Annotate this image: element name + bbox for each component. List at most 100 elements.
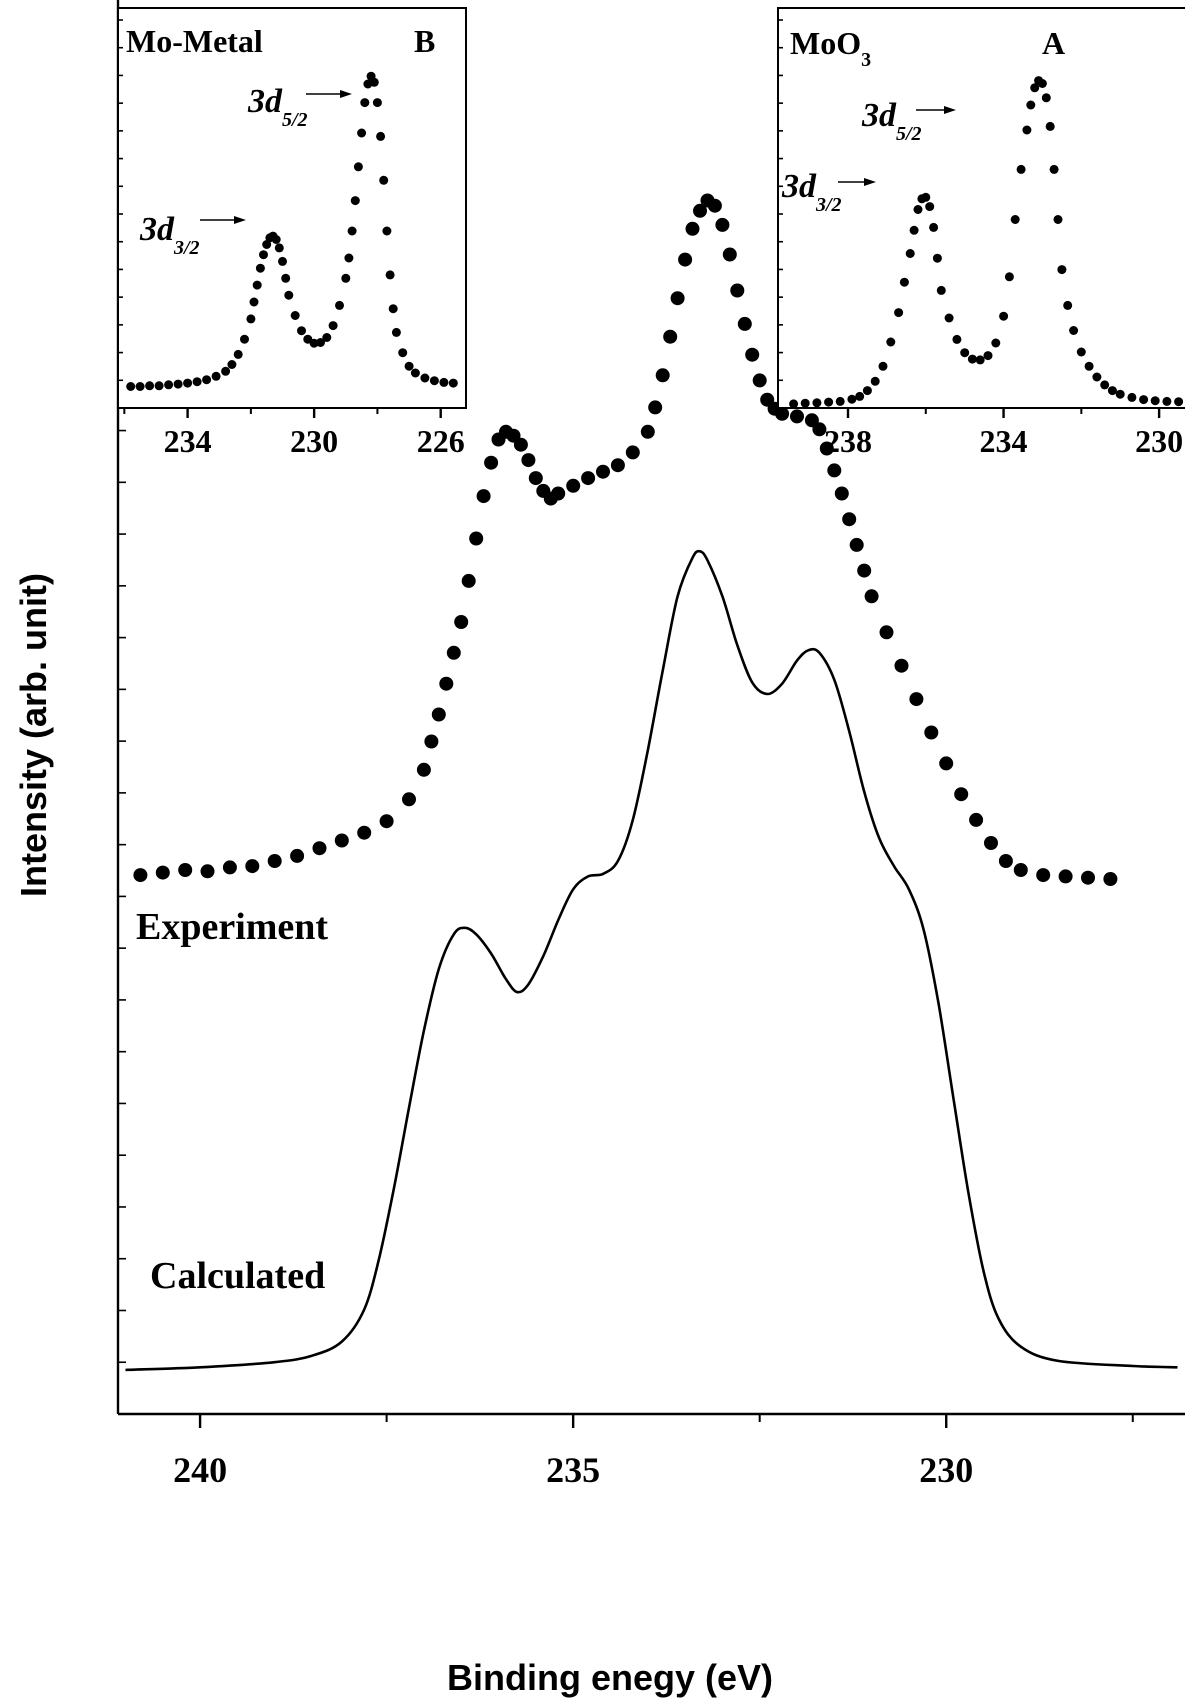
data-point — [391, 327, 401, 337]
data-point — [991, 338, 1001, 348]
data-point — [1010, 215, 1020, 224]
data-point — [827, 463, 842, 478]
annotation-subscript: 3/2 — [173, 237, 200, 259]
data-point — [528, 471, 543, 486]
data-point — [1127, 392, 1137, 402]
data-point — [954, 787, 969, 802]
data-point — [693, 203, 707, 218]
data-point — [1081, 870, 1095, 885]
data-point — [255, 263, 265, 273]
data-point — [1057, 265, 1067, 275]
x-tick-label: 240 — [173, 1450, 227, 1490]
data-point — [1013, 863, 1028, 877]
data-point — [211, 371, 221, 381]
data-point — [870, 376, 880, 386]
data-point — [429, 376, 439, 386]
data-point — [722, 247, 737, 262]
data-point — [240, 334, 249, 344]
data-point — [551, 486, 566, 501]
data-point — [178, 863, 193, 877]
data-point — [847, 394, 857, 404]
data-point — [221, 366, 231, 376]
annotation-subscript: 5/2 — [282, 109, 308, 131]
data-point — [952, 334, 962, 344]
data-point — [1069, 326, 1079, 335]
data-point — [730, 283, 745, 298]
data-point — [1084, 361, 1094, 371]
data-point — [1049, 164, 1059, 174]
data-point — [835, 396, 845, 406]
data-point — [155, 865, 170, 880]
data-point — [610, 458, 625, 473]
data-point — [925, 202, 935, 212]
data-point — [200, 864, 215, 879]
data-point — [334, 833, 349, 848]
data-point — [335, 300, 344, 310]
data-point — [737, 316, 752, 331]
data-point — [983, 351, 993, 361]
data-point — [312, 841, 327, 856]
data-point — [271, 235, 281, 244]
inset-a-title: MoO3 — [790, 25, 871, 71]
data-point — [154, 381, 164, 391]
data-point — [420, 373, 430, 383]
data-point — [461, 573, 476, 588]
data-point — [398, 348, 408, 358]
data-point — [316, 338, 325, 347]
data-point — [484, 455, 499, 470]
data-point — [878, 361, 888, 371]
inset-b-frame — [117, 7, 467, 409]
annotation-text: 3d — [139, 211, 175, 248]
data-point — [192, 377, 202, 387]
data-point — [328, 321, 338, 331]
svg-text:3d3/2: 3d3/2 — [781, 168, 842, 216]
data-point — [439, 676, 454, 691]
inset-a-series — [789, 76, 1184, 409]
data-point — [967, 354, 977, 364]
data-point — [1100, 380, 1110, 390]
data-point — [259, 250, 268, 260]
data-point — [960, 348, 970, 358]
data-point — [849, 537, 864, 552]
data-point — [678, 252, 693, 267]
data-point — [819, 441, 834, 456]
calculated-label: Calculated — [150, 1255, 325, 1297]
data-point — [357, 825, 372, 840]
data-point — [685, 221, 700, 236]
data-point — [202, 375, 212, 385]
main-plot: 240 235 230 Experiment Calculated Binding … — [13, 0, 1185, 1698]
x-tick-label: 234 — [980, 423, 1028, 459]
x-tick-label: 235 — [546, 1450, 600, 1490]
data-point — [521, 453, 536, 468]
data-point — [290, 311, 300, 320]
experiment-series — [133, 193, 1118, 886]
data-point — [379, 175, 389, 185]
data-point — [745, 347, 760, 362]
data-point — [454, 615, 469, 629]
data-point — [341, 273, 351, 283]
data-point — [469, 531, 484, 546]
data-point — [476, 489, 491, 504]
data-point — [975, 355, 985, 365]
data-point — [581, 471, 596, 486]
data-point — [173, 379, 183, 389]
annotation-text: 3d — [861, 97, 897, 134]
data-point — [862, 386, 872, 396]
data-point — [640, 424, 655, 439]
data-point — [899, 277, 909, 287]
data-point — [372, 98, 382, 108]
data-point — [752, 373, 767, 388]
data-point — [566, 478, 581, 493]
inset-b-series — [126, 71, 458, 391]
inset-b-panel-label: B — [414, 23, 435, 59]
data-point — [921, 192, 931, 202]
inset-b-3d52-annotation: 3d5/2 — [247, 83, 352, 131]
data-point — [969, 812, 984, 827]
svg-text:3d5/2: 3d5/2 — [861, 97, 922, 145]
data-point — [812, 422, 827, 437]
data-point — [513, 437, 528, 452]
data-point — [909, 225, 919, 235]
data-point — [1174, 397, 1184, 407]
data-point — [1045, 121, 1055, 131]
